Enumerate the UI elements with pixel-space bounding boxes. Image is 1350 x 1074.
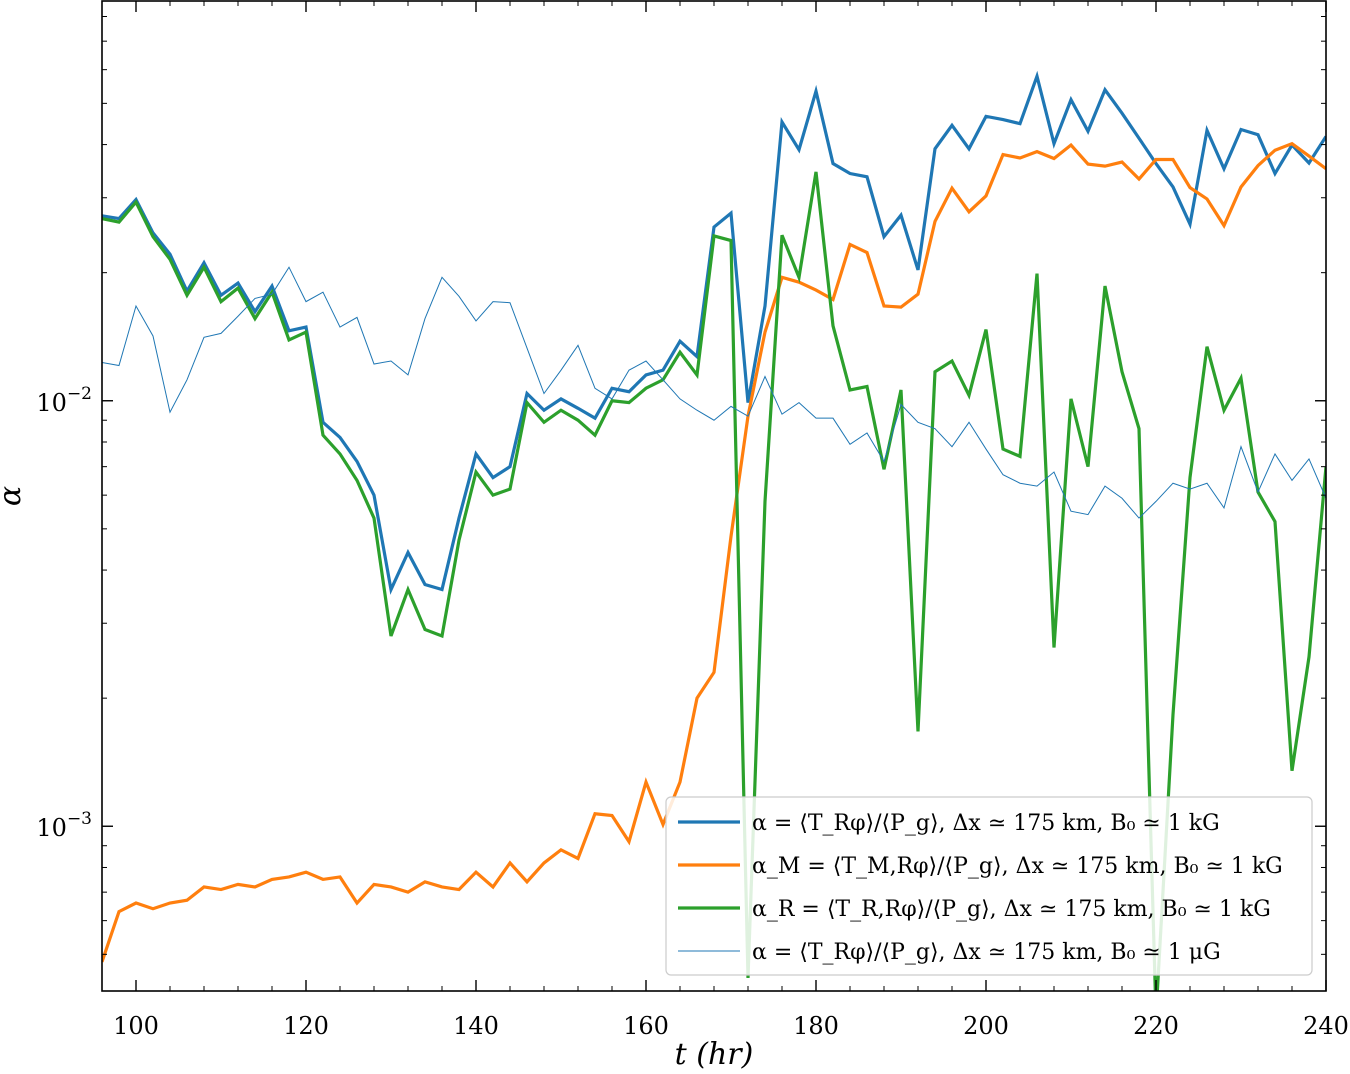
x-tick-label-120: 120 [283,1012,329,1040]
x-tick-label-140: 140 [453,1012,499,1040]
y-axis-label: α [0,486,28,506]
legend-box [665,796,1313,976]
x-tick-label-180: 180 [793,1012,839,1040]
ticks-layer: 100 120 140 160 180 200 220 240 10−2 10−3 [36,1,1349,1040]
series-line-0 [102,70,1326,595]
series-layer [102,70,1326,991]
legend-label-0: α = ⟨T_Rφ⟩/⟨P_g⟩, Δx ≃ 175 km, B₀ ≃ 1 kG [752,811,1220,836]
legend: α = ⟨T_Rφ⟩/⟨P_g⟩, Δx ≃ 175 km, B₀ ≃ 1 kG… [665,796,1313,976]
legend-label-3: α = ⟨T_Rφ⟩/⟨P_g⟩, Δx ≃ 175 km, B₀ ≃ 1 μG [752,940,1221,965]
x-tick-label-160: 160 [623,1012,669,1040]
series-line-1 [102,141,1326,963]
x-tick-label-240: 240 [1303,1012,1349,1040]
series-line-2 [102,171,1326,991]
y-tick-label-0.001: 10−3 [36,809,92,842]
legend-label-2: α_R = ⟨T_R,Rφ⟩/⟨P_g⟩, Δx ≃ 175 km, B₀ ≃ … [752,897,1271,922]
legend-label-1: α_M = ⟨T_M,Rφ⟩/⟨P_g⟩, Δx ≃ 175 km, B₀ ≃ … [752,854,1283,879]
x-tick-label-200: 200 [963,1012,1009,1040]
x-tick-label-100: 100 [113,1012,159,1040]
series-line-3 [102,266,1326,519]
y-tick-label-0.01: 10−2 [36,384,92,417]
x-axis-label: t (hr) [675,1037,754,1072]
x-tick-label-220: 220 [1133,1012,1179,1040]
